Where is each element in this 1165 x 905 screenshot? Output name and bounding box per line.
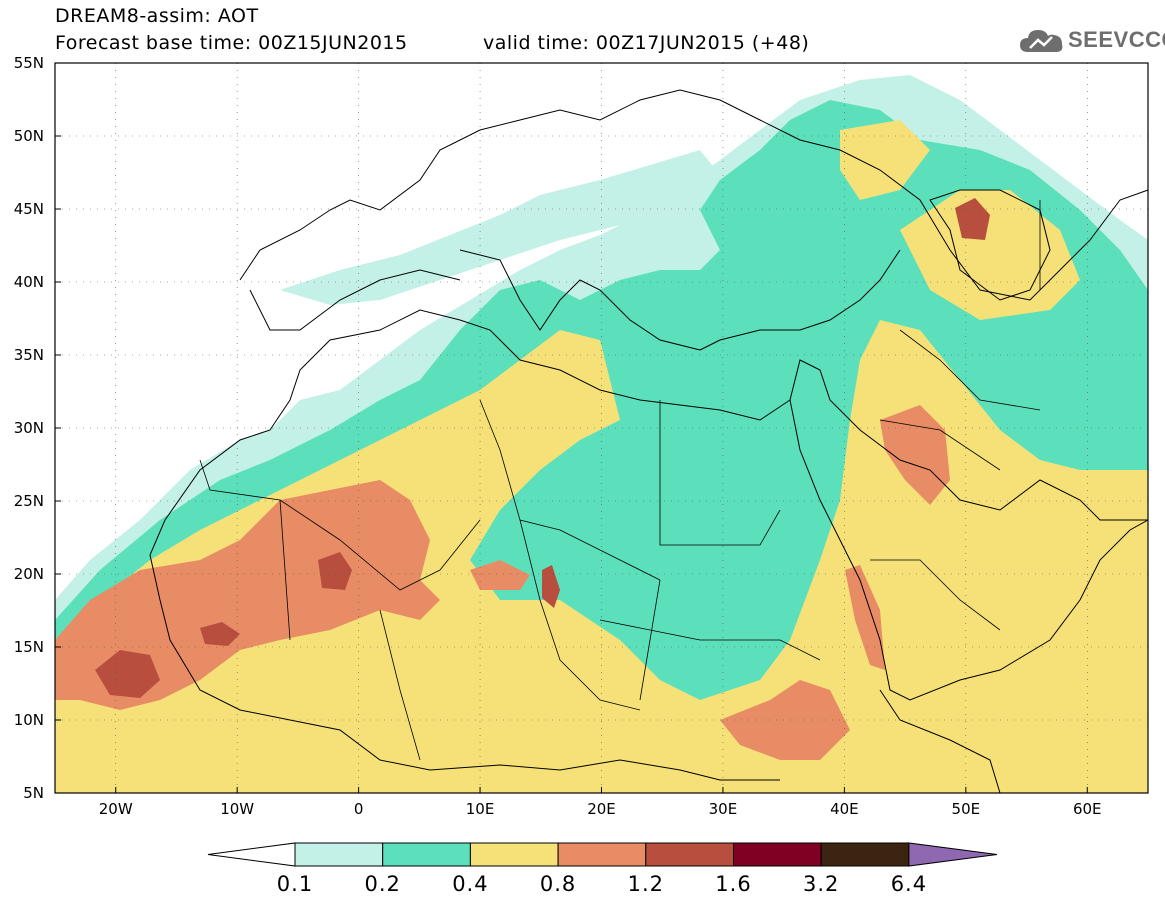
cloud-icon bbox=[1020, 30, 1063, 52]
lon-label: 0 bbox=[353, 800, 364, 818]
lat-label: 15N bbox=[13, 638, 44, 656]
aot-contour-1.2-caspian bbox=[955, 198, 990, 240]
aot-contour-1.2-chad bbox=[542, 565, 560, 608]
lat-label: 5N bbox=[23, 784, 44, 802]
colorbar-segment bbox=[469, 842, 559, 867]
colorbar-segment bbox=[557, 842, 647, 867]
lon-label: 30E bbox=[708, 800, 738, 818]
aot-contour-0.8 bbox=[55, 480, 440, 710]
forecast-base-time: Forecast base time: 00Z15JUN2015 bbox=[55, 32, 408, 54]
colorbar-segment bbox=[820, 842, 910, 867]
colorbar-segment bbox=[382, 842, 471, 867]
lon-label: 20E bbox=[587, 800, 616, 818]
seevccc-logo: SEEVCCC bbox=[1018, 24, 1165, 60]
country-borders bbox=[199, 200, 1041, 761]
aot-contour-0.8-chad bbox=[470, 560, 530, 590]
gridlines bbox=[55, 63, 1148, 793]
lon-label: 50E bbox=[951, 800, 981, 818]
axis-ticks bbox=[55, 62, 1088, 794]
lat-label: 25N bbox=[13, 492, 44, 510]
colorbar-label: 1.2 bbox=[627, 872, 664, 896]
colorbar-label: 0.1 bbox=[276, 872, 314, 896]
lat-label: 40N bbox=[13, 273, 44, 291]
colorbar-label: 6.4 bbox=[890, 872, 928, 896]
colorbar-over-triangle bbox=[908, 842, 998, 867]
aot-contour-1.2-mali bbox=[318, 552, 352, 590]
map-title: DREAM8-assim: AOT bbox=[55, 5, 259, 27]
colorbar-segment bbox=[294, 842, 384, 867]
aot-contour-0.4 bbox=[55, 320, 1148, 793]
lat-label: 10N bbox=[13, 711, 44, 729]
lat-label: 50N bbox=[13, 127, 44, 145]
lon-label: 10W bbox=[220, 800, 255, 818]
colorbar-label: 0.2 bbox=[364, 872, 401, 896]
colorbar-segment bbox=[645, 842, 734, 867]
lat-label: 45N bbox=[13, 200, 44, 218]
aot-contour-1.2-mauritania bbox=[200, 622, 240, 646]
aot-contour-0.8-east bbox=[880, 405, 950, 505]
colorbar-under-triangle bbox=[207, 842, 296, 867]
lon-label: 60E bbox=[1072, 800, 1102, 818]
colorbar-label: 1.6 bbox=[715, 872, 752, 896]
aot-contour-1.2 bbox=[95, 650, 160, 698]
colorbar-label: 0.4 bbox=[452, 872, 489, 896]
lon-label: 20W bbox=[98, 800, 133, 818]
aot-contour-0.8-redsea bbox=[845, 565, 885, 670]
lat-label: 30N bbox=[13, 419, 44, 437]
lat-label: 55N bbox=[13, 54, 44, 72]
colorbar bbox=[207, 842, 998, 867]
logo-text: SEEVCCC bbox=[1068, 27, 1165, 52]
valid-time: valid time: 00Z17JUN2015 (+48) bbox=[483, 32, 810, 54]
lon-label: 40E bbox=[830, 800, 859, 818]
lon-label: 10E bbox=[465, 800, 495, 818]
lat-label: 35N bbox=[13, 346, 44, 364]
lat-label: 20N bbox=[13, 565, 44, 583]
aot-contour-0.8-horn bbox=[720, 680, 850, 760]
colorbar-label: 3.2 bbox=[802, 872, 840, 896]
colorbar-label: 0.8 bbox=[539, 872, 577, 896]
aot-contour-0.1-north bbox=[280, 150, 720, 305]
aot-contour-0.4-north bbox=[840, 120, 930, 200]
colorbar-segment bbox=[733, 842, 822, 867]
